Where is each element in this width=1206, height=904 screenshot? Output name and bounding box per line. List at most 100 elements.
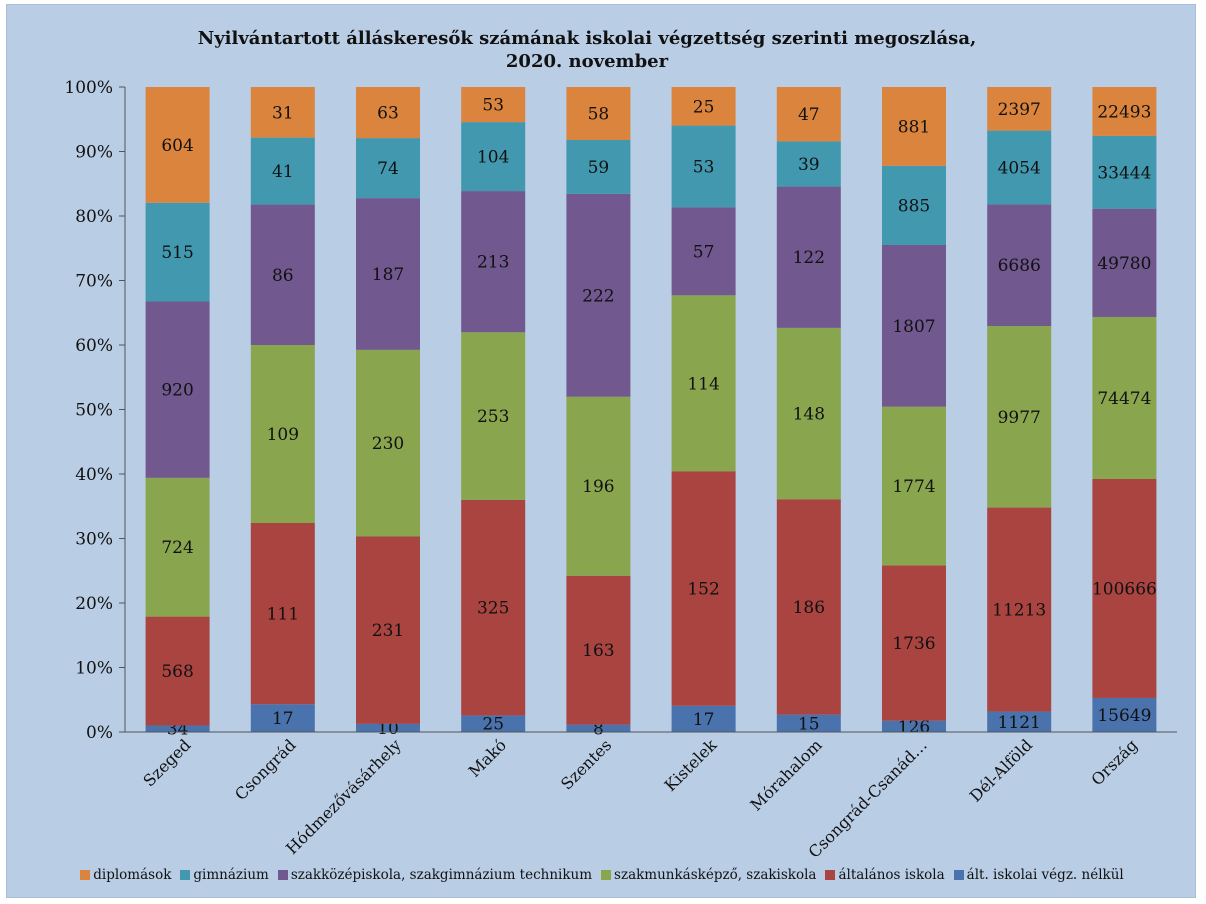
legend-swatch	[601, 870, 612, 880]
legend-item: általános iskola	[825, 867, 945, 883]
bar-segment	[145, 616, 210, 726]
bar-segment	[987, 87, 1052, 131]
bar-segment	[461, 191, 526, 333]
data-label: 568	[161, 662, 193, 682]
legend-swatch	[180, 870, 191, 880]
y-tick-label: 0%	[86, 723, 113, 743]
data-label: 49780	[1097, 254, 1151, 274]
y-tick-label: 70%	[75, 272, 113, 292]
data-label: 1774	[892, 477, 935, 497]
chart-title: Nyilvántartott álláskeresők számának isk…	[7, 27, 1167, 73]
bar-segment	[776, 714, 841, 732]
bar-segment	[671, 87, 736, 126]
data-label: 515	[161, 243, 193, 263]
data-label: 885	[898, 196, 930, 216]
bar-segment	[671, 705, 736, 732]
bar-segment	[145, 477, 210, 617]
bar-segment	[145, 202, 210, 302]
y-tick-label: 60%	[75, 336, 113, 356]
bar-segment	[987, 326, 1052, 508]
bar-segment	[250, 345, 315, 523]
bar-segment	[461, 122, 526, 192]
bar-segment	[671, 295, 736, 472]
data-label: 152	[687, 579, 719, 599]
data-label: 74474	[1097, 389, 1151, 409]
category-label: Szeged	[139, 735, 194, 790]
data-label: 196	[582, 477, 614, 497]
bar-segment	[776, 327, 841, 500]
data-label: 15	[798, 714, 820, 734]
bar-segment	[250, 137, 315, 205]
data-label: 17	[693, 710, 715, 730]
data-label: 163	[582, 641, 614, 661]
data-label: 31	[272, 103, 294, 123]
bar-segment	[1092, 208, 1157, 317]
bar-segment	[776, 87, 841, 142]
category-label: Makó	[465, 735, 510, 780]
data-label: 47	[798, 105, 820, 125]
legend-item: diplomások	[80, 867, 171, 883]
bar-segment	[882, 245, 946, 407]
data-label: 109	[267, 425, 299, 445]
legend: diplomások gimnázium szakközépiskola, szak…	[7, 867, 1197, 883]
bar-segment	[1092, 478, 1157, 698]
category-label: Mórahalom	[746, 735, 825, 814]
data-label: 59	[588, 158, 610, 178]
legend-label: általános iskola	[838, 867, 945, 883]
data-label: 100666	[1092, 579, 1157, 599]
bar-segment	[461, 332, 526, 500]
data-label: 15649	[1097, 706, 1151, 726]
bar-segment	[356, 536, 420, 724]
data-label: 57	[693, 242, 715, 262]
data-label: 2397	[998, 100, 1041, 120]
bar-segment	[1092, 87, 1157, 136]
bar-segment	[882, 720, 946, 732]
category-label: Csongrád-Csanád…	[805, 735, 931, 861]
bar-segment	[145, 87, 210, 203]
data-label: 9977	[998, 408, 1041, 428]
chart-title-line-2: 2020. november	[505, 51, 669, 72]
bar-segment	[566, 575, 631, 725]
stacked-bar-chart: 0%10%20%30%40%50%60%70%80%90%100%3456872…	[64, 78, 1177, 862]
data-label: 1121	[998, 713, 1041, 733]
legend-item: gimnázium	[180, 867, 269, 883]
bar-segment	[882, 87, 946, 166]
legend-swatch	[953, 870, 964, 880]
data-label: 111	[267, 605, 299, 625]
bar-segment	[776, 141, 841, 187]
data-label: 186	[793, 598, 825, 618]
bar-segment	[671, 207, 736, 296]
bar-segment	[461, 499, 526, 716]
data-label: 104	[477, 148, 509, 168]
data-label: 4054	[998, 158, 1041, 178]
bar-segment	[671, 125, 736, 208]
bar-segment	[987, 204, 1052, 327]
legend-swatch	[825, 870, 836, 880]
bar-segment	[356, 349, 420, 537]
category-label: Csongrád	[231, 735, 300, 804]
y-tick-label: 20%	[75, 594, 113, 614]
category-label: Hódmezővásárhely	[282, 735, 405, 858]
legend-label: gimnázium	[193, 867, 269, 883]
bar-segment	[776, 186, 841, 328]
data-label: 213	[477, 253, 509, 273]
bar-segment	[566, 396, 631, 576]
data-label: 122	[793, 248, 825, 268]
data-label: 222	[582, 286, 614, 306]
bar-segment	[145, 725, 210, 732]
data-label: 230	[372, 434, 404, 454]
bar-segment	[461, 87, 526, 123]
y-tick-label: 100%	[64, 78, 113, 98]
data-label: 325	[477, 599, 509, 619]
data-label: 53	[482, 96, 504, 116]
data-label: 6686	[998, 256, 1041, 276]
legend-item: szakközépiskola, szakgimnázium technikum	[277, 867, 592, 883]
bar-segment	[882, 165, 946, 246]
bar-segment	[356, 87, 420, 139]
category-label: Kistelek	[661, 735, 721, 795]
bar-segment	[356, 723, 420, 732]
data-label: 1807	[892, 317, 935, 337]
bar-segment	[987, 711, 1052, 732]
data-label: 187	[372, 265, 404, 285]
data-label: 724	[161, 538, 193, 558]
